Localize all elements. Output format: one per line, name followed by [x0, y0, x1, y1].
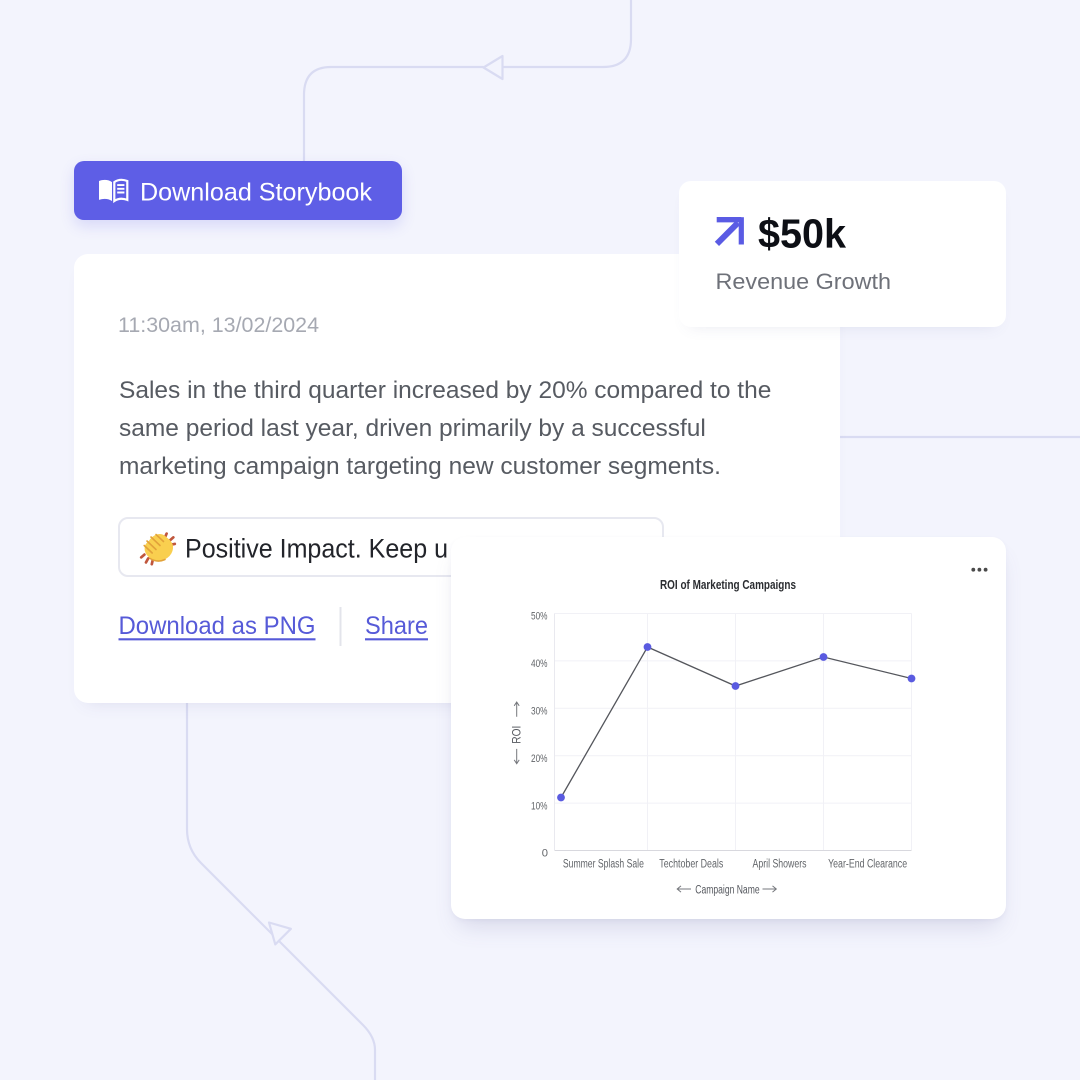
svg-text:20%: 20% — [531, 753, 548, 765]
svg-text:Summer Splash Sale: Summer Splash Sale — [563, 859, 644, 871]
svg-text:Positive Impact. Keep u: Positive Impact. Keep u — [185, 534, 448, 564]
svg-text:marketing campaign targeting n: marketing campaign targeting new custome… — [119, 453, 721, 480]
svg-text:Campaign Name: Campaign Name — [695, 885, 759, 897]
svg-text:30%: 30% — [531, 706, 548, 718]
svg-text:ROI: ROI — [512, 726, 524, 744]
svg-text:ROI of Marketing Campaigns: ROI of Marketing Campaigns — [660, 577, 796, 592]
svg-text:40%: 40% — [531, 658, 548, 670]
svg-text:Year-End Clearance: Year-End Clearance — [828, 859, 907, 871]
svg-text:Download Storybook: Download Storybook — [140, 179, 372, 207]
svg-text:50%: 50% — [531, 611, 548, 623]
svg-text:Revenue Growth: Revenue Growth — [716, 269, 892, 294]
svg-text:same period last year, driven: same period last year, driven primarily … — [119, 415, 706, 442]
svg-text:Download as PNG: Download as PNG — [119, 612, 316, 640]
svg-text:Techtober Deals: Techtober Deals — [659, 859, 723, 871]
svg-text:$50k: $50k — [758, 210, 846, 256]
svg-text:10%: 10% — [531, 800, 548, 812]
svg-text:0: 0 — [542, 848, 548, 860]
svg-text:April Showers: April Showers — [753, 859, 807, 871]
svg-text:11:30am, 13/02/2024: 11:30am, 13/02/2024 — [118, 314, 319, 337]
svg-text:Sales in the third quarter inc: Sales in the third quarter increased by … — [119, 377, 771, 404]
svg-text:Share: Share — [365, 612, 428, 640]
